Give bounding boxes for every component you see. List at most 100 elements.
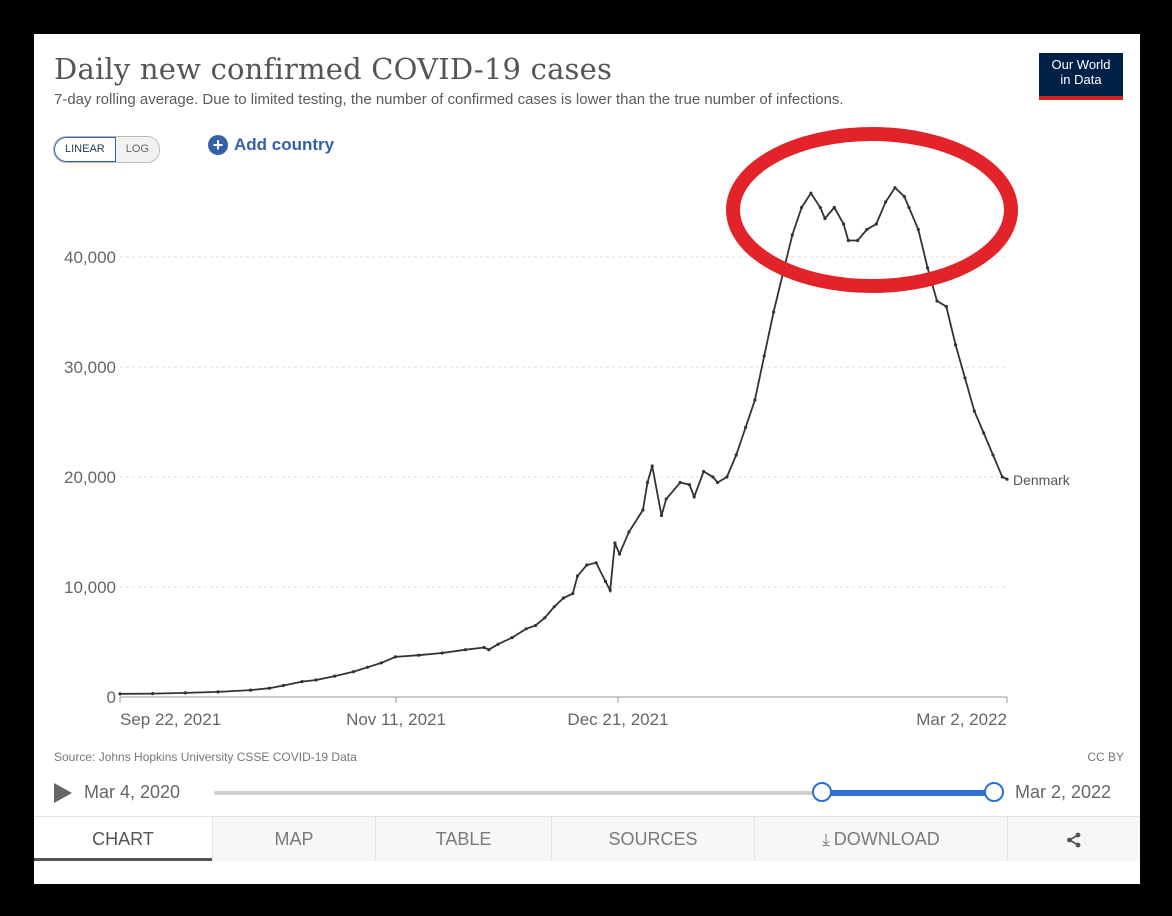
data-point [561, 596, 566, 600]
tab-chart[interactable]: CHART [34, 817, 212, 861]
data-point [832, 205, 836, 210]
data-point [533, 623, 538, 628]
tab-sources[interactable]: SOURCES [551, 817, 754, 861]
data-point [151, 692, 155, 696]
data-point [790, 233, 794, 237]
data-point [809, 191, 813, 195]
data-point [417, 653, 421, 657]
owid-logo[interactable]: Our World in Data [1039, 53, 1123, 100]
timeline-start-handle[interactable] [812, 782, 833, 802]
data-point [650, 464, 654, 468]
data-point [300, 680, 304, 684]
y-tick-label: 20,000 [64, 468, 116, 487]
data-point [510, 636, 514, 640]
chart-card: Daily new confirmed COVID-19 cases 7-day… [34, 34, 1140, 884]
y-tick-label: 10,000 [64, 578, 116, 597]
data-point [800, 205, 804, 210]
series-label-denmark: Denmark [1013, 472, 1071, 488]
x-tick-label: Mar 2, 2022 [916, 710, 1007, 729]
data-point [482, 645, 486, 650]
data-point [585, 563, 589, 567]
data-point [627, 530, 631, 534]
line-chart: 0 10,000 20,000 30,000 40,000 Sep 22, 2021 Nov… [64, 127, 1071, 729]
logo-line2: in Data [1060, 72, 1102, 87]
data-point [659, 513, 664, 518]
data-point [314, 678, 318, 682]
data-point [734, 453, 738, 457]
data-point [744, 425, 748, 430]
tab-download[interactable]: ⤓ DOWNLOAD [754, 817, 1007, 861]
data-point [818, 205, 822, 210]
tab-table[interactable]: TABLE [375, 817, 551, 861]
data-point [118, 692, 122, 696]
data-point [608, 588, 612, 592]
data-point [645, 480, 650, 485]
y-tick-label: 40,000 [64, 248, 116, 267]
timeline-end-label: Mar 2, 2022 [1015, 782, 1112, 802]
share-button[interactable] [1007, 817, 1140, 861]
scale-toggle: LINEAR LOG [53, 136, 160, 163]
data-point [487, 648, 491, 652]
y-tick-label: 0 [107, 688, 116, 707]
logo-line1: Our World [1051, 57, 1111, 72]
data-point [617, 552, 622, 556]
data-point [249, 688, 253, 692]
data-point [440, 651, 444, 655]
data-point [333, 674, 337, 678]
data-point [762, 354, 766, 358]
add-country-button[interactable]: + Add country [208, 135, 334, 155]
data-point [753, 398, 757, 402]
tab-map[interactable]: MAP [212, 817, 375, 861]
data-point [678, 480, 682, 485]
data-point [865, 227, 869, 232]
data-point [365, 665, 369, 669]
data-point [1005, 477, 1009, 481]
x-tick-label: Dec 21, 2021 [567, 710, 668, 729]
data-point [856, 238, 860, 243]
data-point [902, 194, 906, 199]
timeline: Mar 4, 2020 Mar 2, 2022 [34, 776, 1140, 810]
data-point [524, 627, 528, 631]
chart-subtitle: 7-day rolling average. Due to limited te… [54, 91, 844, 108]
timeline-end-handle[interactable] [984, 782, 1004, 802]
data-point [982, 431, 986, 435]
annotation-ellipse [726, 127, 1018, 293]
plus-circle-icon: + [208, 135, 228, 155]
data-point [893, 186, 897, 190]
log-scale-button[interactable]: LOG [115, 137, 159, 162]
x-tick-label: Sep 22, 2021 [120, 710, 221, 729]
series-line-denmark [119, 186, 1008, 695]
data-point [267, 686, 271, 690]
license-link[interactable]: CC BY [1087, 750, 1124, 764]
chart-title: Daily new confirmed COVID-19 cases [54, 52, 613, 86]
data-point [884, 200, 888, 204]
data-point [575, 574, 580, 578]
data-point [216, 690, 220, 694]
data-point [916, 227, 920, 232]
timeline-start-label: Mar 4, 2020 [84, 782, 181, 802]
linear-scale-button[interactable]: LINEAR [54, 137, 116, 162]
data-point [692, 495, 696, 499]
data-point [351, 670, 355, 674]
data-point [846, 238, 850, 243]
data-point [687, 483, 692, 487]
data-point [552, 605, 556, 609]
timeline-track[interactable] [214, 791, 994, 795]
play-icon[interactable] [54, 783, 72, 803]
y-tick-label: 30,000 [64, 358, 116, 377]
data-point [463, 648, 468, 652]
data-point [907, 205, 911, 210]
data-point [772, 310, 776, 314]
download-icon: ⤓ [822, 830, 830, 849]
data-point [571, 592, 575, 596]
tab-bar: CHART MAP TABLE SOURCES ⤓ DOWNLOAD [34, 816, 1140, 861]
data-point [183, 691, 187, 695]
data-point [991, 453, 995, 457]
data-point [496, 642, 500, 646]
data-point [664, 497, 668, 501]
data-point [944, 304, 948, 309]
data-point [926, 266, 930, 270]
data-point [711, 475, 715, 479]
data-point [842, 222, 846, 226]
data-point [823, 216, 827, 221]
